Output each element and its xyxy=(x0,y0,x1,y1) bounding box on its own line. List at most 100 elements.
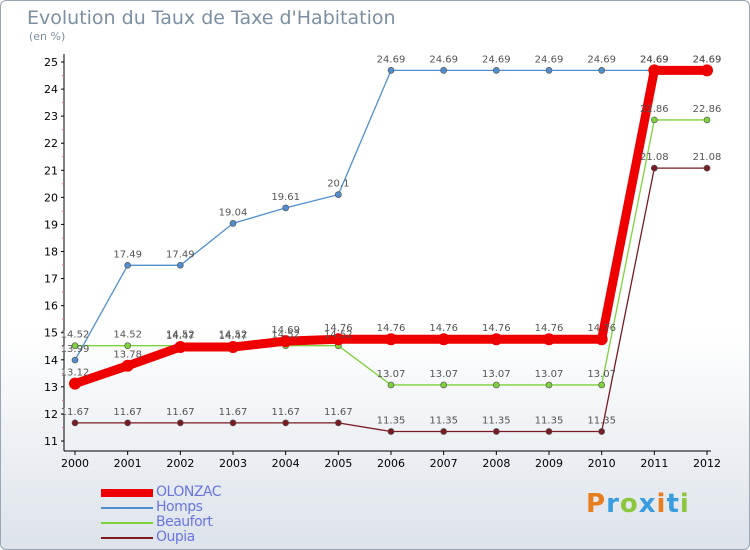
data-label: 14.76 xyxy=(587,323,616,334)
data-label: 13.78 xyxy=(113,350,142,361)
y-tick-label: 20 xyxy=(44,191,58,204)
data-point-oupia xyxy=(282,419,290,427)
data-label: 11.35 xyxy=(482,416,511,427)
data-label: 14.52 xyxy=(166,330,195,341)
data-label: 14.52 xyxy=(324,330,353,341)
data-point-oupia xyxy=(440,428,448,435)
data-point-oupia xyxy=(387,428,395,435)
y-tick-label: 21 xyxy=(44,164,58,177)
data-label: 24.69 xyxy=(693,54,722,65)
data-point-homps xyxy=(598,67,606,74)
data-point-olonzac xyxy=(121,359,134,372)
x-tick-label: 2007 xyxy=(430,457,458,470)
legend-swatch xyxy=(101,507,153,509)
data-point-oupia xyxy=(545,428,553,435)
data-point-homps xyxy=(71,356,79,364)
data-label: 13.07 xyxy=(482,369,511,380)
data-point-homps xyxy=(282,204,290,212)
logo-letter: P xyxy=(586,489,607,519)
data-point-olonzac xyxy=(490,333,503,346)
data-label: 14.52 xyxy=(271,330,300,341)
series-line-homps xyxy=(74,69,708,361)
data-point-homps xyxy=(545,67,553,74)
data-point-oupia xyxy=(124,419,132,427)
data-label: 11.67 xyxy=(271,407,300,418)
y-tick-label: 14 xyxy=(44,354,58,367)
data-label: 21.08 xyxy=(693,152,722,163)
data-point-beaufort xyxy=(492,381,500,389)
data-label: 11.67 xyxy=(61,407,90,418)
data-label: 11.67 xyxy=(166,407,195,418)
x-tick-label: 2002 xyxy=(166,457,194,470)
y-tick-label: 17 xyxy=(44,273,58,286)
data-label: 22.86 xyxy=(640,104,669,115)
data-point-homps xyxy=(124,261,132,269)
x-tick-label: 2012 xyxy=(693,457,721,470)
x-tick-label: 2001 xyxy=(114,457,142,470)
data-label: 14.52 xyxy=(113,330,142,341)
data-point-oupia xyxy=(229,419,237,427)
data-label: 19.04 xyxy=(219,207,248,218)
data-point-homps xyxy=(387,67,395,74)
data-label: 14.69 xyxy=(271,325,300,336)
logo-letter: t xyxy=(666,489,680,519)
data-point-beaufort xyxy=(545,381,553,389)
data-label: 11.35 xyxy=(429,416,458,427)
data-label: 13.07 xyxy=(535,369,564,380)
data-label: 11.35 xyxy=(377,416,406,427)
data-label: 11.67 xyxy=(219,407,248,418)
y-tick-label: 25 xyxy=(44,56,58,69)
logo-letter: r xyxy=(606,489,620,519)
legend-swatch xyxy=(101,522,153,524)
data-point-homps xyxy=(492,67,500,74)
data-label: 14.76 xyxy=(429,323,458,334)
legend-label: Beaufort xyxy=(156,514,213,530)
data-point-olonzac xyxy=(648,64,661,77)
data-label: 24.69 xyxy=(693,54,722,65)
data-label: 14.76 xyxy=(324,323,353,334)
x-tick-label: 2003 xyxy=(219,457,247,470)
data-label: 24.69 xyxy=(535,54,564,65)
data-label: 14.47 xyxy=(166,331,195,342)
data-point-oupia xyxy=(176,419,184,427)
data-point-olonzac xyxy=(174,341,187,354)
x-tick-label: 2005 xyxy=(324,457,352,470)
proxiti-logo: Proxiti xyxy=(586,489,690,519)
data-label: 14.76 xyxy=(377,323,406,334)
data-label: 22.86 xyxy=(693,104,722,115)
data-point-beaufort xyxy=(598,381,606,389)
data-label: 14.52 xyxy=(219,330,248,341)
data-label: 13.12 xyxy=(61,368,90,379)
data-label: 13.99 xyxy=(61,344,90,355)
logo-letter: x xyxy=(638,489,657,519)
y-tick-label: 16 xyxy=(44,300,58,313)
chart-unit: (en %) xyxy=(29,30,66,43)
y-tick-label: 23 xyxy=(44,110,58,123)
x-tick-label: 2009 xyxy=(535,457,563,470)
data-label: 17.49 xyxy=(166,249,195,260)
data-point-olonzac xyxy=(437,333,450,346)
data-point-beaufort xyxy=(650,116,658,124)
y-tick-label: 24 xyxy=(44,83,58,96)
data-point-beaufort xyxy=(124,342,132,350)
data-label: 24.69 xyxy=(640,54,669,65)
x-tick-label: 2008 xyxy=(482,457,510,470)
x-tick-label: 2011 xyxy=(640,457,668,470)
data-label: 14.52 xyxy=(61,330,90,341)
data-label: 11.35 xyxy=(587,416,616,427)
y-tick-label: 11 xyxy=(44,435,58,448)
data-label: 13.07 xyxy=(429,369,458,380)
data-point-homps xyxy=(334,191,342,198)
data-point-olonzac xyxy=(332,333,345,346)
data-label: 19.61 xyxy=(271,192,300,203)
data-point-oupia xyxy=(598,428,606,435)
legend-label: OLONZAC xyxy=(156,484,222,500)
data-point-olonzac xyxy=(69,377,81,390)
data-point-olonzac xyxy=(701,64,713,77)
legend-label: Homps xyxy=(156,499,203,515)
data-label: 24.69 xyxy=(587,54,616,65)
x-tick-label: 2010 xyxy=(588,457,616,470)
y-tick-label: 18 xyxy=(44,246,58,259)
